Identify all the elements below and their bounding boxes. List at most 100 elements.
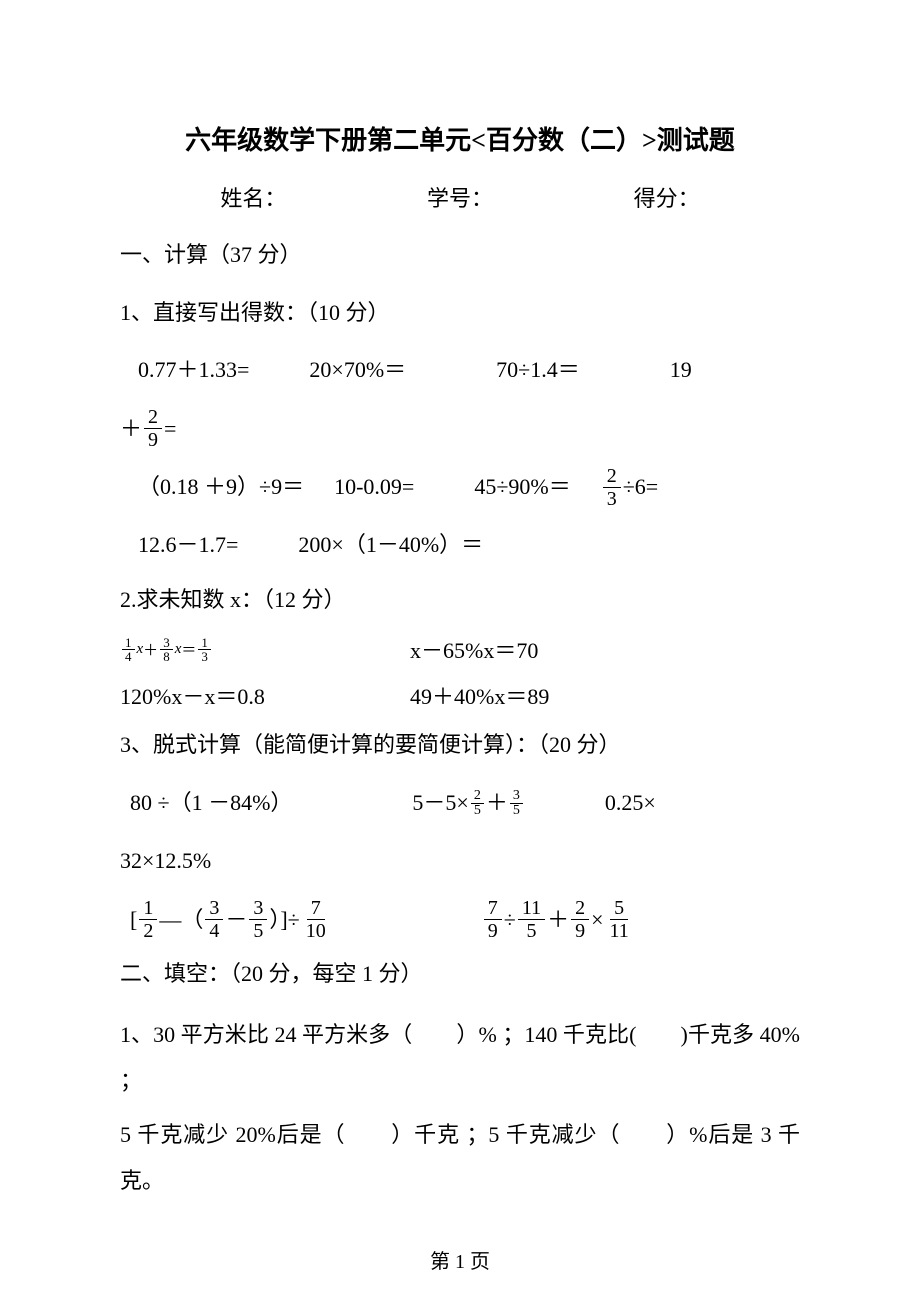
numerator: 2 <box>603 466 621 488</box>
numerator: 7 <box>307 898 325 920</box>
fraction: 35 <box>249 898 267 941</box>
minus: － <box>225 896 247 944</box>
denominator: 5 <box>471 804 484 818</box>
denominator: 5 <box>510 804 523 818</box>
expr: 200×（1－40%）＝ <box>298 521 483 569</box>
var-x: x <box>137 641 144 658</box>
expr: ＋ 2 9 = <box>120 405 176 453</box>
denominator: 5 <box>522 920 540 941</box>
denominator: 5 <box>249 920 267 941</box>
equation: 49＋40%x＝89 <box>410 679 549 711</box>
numerator: 11 <box>518 898 545 920</box>
denominator: 10 <box>302 920 330 941</box>
fraction: 710 <box>302 898 330 941</box>
fraction: 29 <box>571 898 589 941</box>
numerator: 1 <box>122 636 135 650</box>
expr: 5－5× 25 ＋ 35 <box>412 779 524 827</box>
fraction: 13 <box>198 636 211 663</box>
fraction: 35 <box>510 789 523 818</box>
q1-row2: （0.18 ＋9）÷9＝ 10-0.09= 45÷90%＝ 2 3 ÷6= <box>138 463 800 511</box>
denominator: 9 <box>144 429 162 450</box>
fraction: 115 <box>518 898 545 941</box>
expr: 0.77＋1.33= <box>138 346 249 394</box>
numerator: 2 <box>571 898 589 920</box>
section-1-head: 一、计算（37 分） <box>120 235 800 275</box>
expr: 20×70%＝ <box>309 346 406 394</box>
page-title: 六年级数学下册第二单元<百分数（二）>测试题 <box>120 120 800 157</box>
q1-row3: 12.6－1.7= 200×（1－40%）＝ <box>138 521 800 569</box>
fill-blank-1b: 5 千克减少 20%后是（ ）千克 ；5 千克减少（ ）%后是 3 千克。 <box>120 1112 800 1204</box>
expr: 80 ÷（1 －84%） <box>130 779 292 827</box>
denominator: 3 <box>603 488 621 509</box>
q2-head: 2.求未知数 x：（12 分） <box>120 580 800 620</box>
q3-head: 3、脱式计算（能简便计算的要简便计算）：（20 分） <box>120 725 800 765</box>
eq: ＝ <box>181 639 196 660</box>
numerator: 3 <box>510 789 523 804</box>
numerator: 3 <box>205 898 223 920</box>
denominator: 8 <box>160 650 173 663</box>
denominator: 4 <box>205 920 223 941</box>
numerator: 5 <box>610 898 628 920</box>
expr: （0.18 ＋9）÷9＝ <box>138 463 304 511</box>
denominator: 2 <box>139 920 157 941</box>
q1-row1: 0.77＋1.33= 20×70%＝ 70÷1.4＝ 19 <box>138 346 800 394</box>
name-label: 姓名： <box>220 181 286 213</box>
close: ）]÷ <box>269 896 299 944</box>
equation: 14 x ＋ 38 x ＝ 13 <box>120 636 213 663</box>
plus: ＋ <box>547 896 569 944</box>
pre: 5－5× <box>412 779 468 827</box>
q2-row1: 14 x ＋ 38 x ＝ 13 x－65%x＝70 <box>120 633 800 665</box>
q3-row2: [ 12 —（ 34 － 35 ）]÷ 710 79 ÷ 115 ＋ 29 × … <box>130 896 800 944</box>
denominator: 11 <box>606 920 633 941</box>
expr: 32×12.5% <box>120 837 211 885</box>
fraction: 14 <box>122 636 135 663</box>
expr: 12.6－1.7= <box>138 521 238 569</box>
fraction: 25 <box>471 789 484 818</box>
expr: [ 12 —（ 34 － 35 ）]÷ 710 <box>130 896 332 944</box>
expr: 19 <box>670 346 692 394</box>
fraction: 2 9 <box>144 407 162 450</box>
page-number: 第 1 页 <box>0 1245 920 1274</box>
score-label: 得分： <box>634 181 700 213</box>
q1-head: 1、直接写出得数：（10 分） <box>120 293 800 333</box>
dash: —（ <box>159 896 203 944</box>
denominator: 9 <box>571 920 589 941</box>
q2-row2: 120%x－x＝0.8 49＋40%x＝89 <box>120 679 800 711</box>
expr: 45÷90%＝ <box>474 463 570 511</box>
denominator: 9 <box>484 920 502 941</box>
fraction: 34 <box>205 898 223 941</box>
id-label: 学号： <box>427 181 493 213</box>
fill-blank-1a: 1、30 平方米比 24 平方米多（ ）% ；140 千克比( )千克多 40%… <box>120 1012 800 1104</box>
numerator: 7 <box>484 898 502 920</box>
bracket: [ <box>130 896 137 944</box>
numerator: 3 <box>249 898 267 920</box>
fraction: 12 <box>139 898 157 941</box>
plus: ＋ <box>120 405 142 453</box>
q1-row1b: ＋ 2 9 = <box>120 405 800 453</box>
expr: 70÷1.4＝ <box>496 346 580 394</box>
var-x: x <box>175 641 182 658</box>
tail: ÷6= <box>623 463 658 511</box>
fraction: 38 <box>160 636 173 663</box>
expr: 2 3 ÷6= <box>601 463 658 511</box>
plus: ＋ <box>486 779 508 827</box>
fraction: 511 <box>606 898 633 941</box>
denominator: 4 <box>122 650 135 663</box>
expr: 79 ÷ 115 ＋ 29 × 511 <box>482 896 635 944</box>
section-2-head: 二、填空：（20 分，每空 1 分） <box>120 954 800 994</box>
fraction: 79 <box>484 898 502 941</box>
numerator: 2 <box>144 407 162 429</box>
equation: 120%x－x＝0.8 <box>120 679 410 711</box>
student-info-row: 姓名： 学号： 得分： <box>120 181 800 213</box>
denominator: 3 <box>198 650 211 663</box>
q3-row1: 80 ÷（1 －84%） 5－5× 25 ＋ 35 0.25× <box>130 779 800 827</box>
numerator: 3 <box>160 636 173 650</box>
expr: 10-0.09= <box>334 463 414 511</box>
div: ÷ <box>504 896 516 944</box>
fraction: 2 3 <box>603 466 621 509</box>
mul: × <box>591 896 603 944</box>
equation: x－65%x＝70 <box>410 633 538 665</box>
numerator: 2 <box>471 789 484 804</box>
eq: = <box>164 405 176 453</box>
plus: ＋ <box>143 639 158 660</box>
